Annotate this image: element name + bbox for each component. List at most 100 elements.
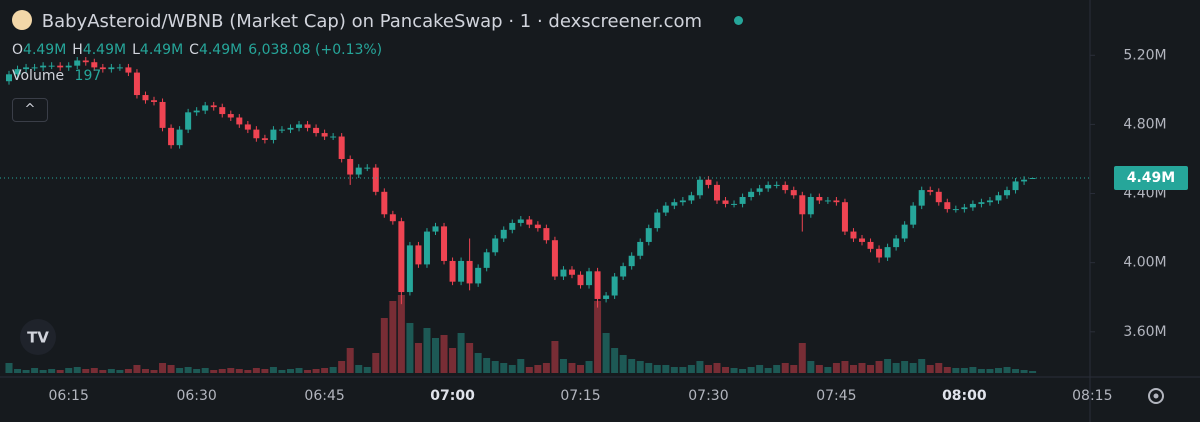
volume-bar — [653, 365, 661, 373]
candle-body — [586, 271, 593, 286]
volume-bar — [210, 370, 218, 373]
candle-body — [713, 184, 720, 201]
ohlc-value: 4.49M — [139, 42, 184, 58]
y-tick-label: 3.60M — [1123, 324, 1166, 340]
volume-bar — [338, 361, 346, 373]
volume-bar — [457, 333, 465, 373]
candle-body — [551, 240, 558, 277]
volume-bar — [22, 370, 30, 373]
candle-body — [773, 184, 780, 186]
volume-bar — [346, 348, 354, 373]
volume-bar — [832, 363, 840, 373]
candle-body — [901, 224, 908, 239]
candle-body — [99, 67, 106, 70]
candle-body — [185, 112, 192, 130]
candle-body — [355, 167, 362, 175]
volume-bar — [781, 363, 789, 373]
candle-body — [142, 95, 149, 101]
candle-body — [193, 110, 200, 113]
x-tick-label: 08:15 — [1072, 388, 1112, 404]
x-tick-label: 07:00 — [430, 388, 475, 404]
candle-body — [731, 203, 738, 205]
ohlc-label: C — [189, 42, 199, 58]
volume-bar — [321, 368, 329, 373]
candle-body — [594, 271, 601, 299]
candle-body — [671, 202, 678, 206]
volume-bar — [406, 323, 414, 373]
volume-bar — [884, 359, 892, 373]
volume-bar — [372, 353, 380, 373]
volume-bar — [48, 369, 56, 373]
volume-bar — [918, 359, 926, 373]
candle-body — [543, 228, 550, 241]
volume-bar — [65, 368, 73, 373]
volume-bar — [679, 367, 687, 373]
volume-bar — [722, 367, 730, 373]
candle-body — [637, 241, 644, 256]
volume-bar — [704, 365, 712, 373]
candle-body — [466, 260, 473, 284]
candle-body — [620, 266, 627, 277]
volume-label: Volume — [12, 68, 65, 84]
volume-bar — [73, 367, 81, 373]
ohlc-label: L — [132, 42, 140, 58]
x-tick-label: 07:15 — [560, 388, 600, 404]
candle-body — [449, 260, 456, 282]
candle-body — [381, 191, 388, 215]
settings-icon[interactable] — [1148, 388, 1164, 404]
candle-body — [978, 202, 985, 204]
candle-body — [261, 138, 268, 140]
ohlc-value: 4.49M — [198, 42, 243, 58]
candle-body — [859, 238, 865, 242]
candle-body — [321, 133, 328, 137]
candle-body — [577, 274, 584, 286]
volume-bar — [662, 365, 670, 373]
candle-body — [133, 72, 140, 96]
volume-bar — [892, 363, 900, 373]
x-tick-label: 07:45 — [816, 388, 856, 404]
volume-bar — [295, 368, 303, 373]
volume-bar — [798, 343, 806, 373]
candle-body — [833, 200, 840, 203]
volume-bar — [380, 318, 388, 373]
candle-body — [645, 228, 652, 242]
candle-body — [415, 245, 422, 265]
candle-body — [372, 167, 379, 192]
candle-body — [679, 200, 686, 203]
x-tick-label: 06:30 — [176, 388, 216, 404]
candle-body — [876, 248, 883, 258]
last-price-badge — [1114, 165, 1188, 190]
volume-bar — [952, 368, 960, 373]
volume-bar — [994, 368, 1002, 373]
volume-bar — [414, 343, 422, 373]
candle-body — [918, 190, 925, 206]
volume-bar — [1020, 370, 1028, 373]
volume-bar — [551, 341, 559, 373]
volume-bar — [619, 355, 627, 373]
volume-bar — [304, 370, 312, 373]
collapse-button[interactable]: ^ — [12, 98, 48, 122]
candle-body — [57, 65, 64, 68]
x-tick-label: 06:15 — [49, 388, 89, 404]
volume-bar — [807, 361, 815, 373]
volume-bar — [977, 369, 985, 373]
volume-bar — [790, 365, 798, 373]
candle-body — [867, 241, 874, 249]
volume-bar — [432, 338, 439, 373]
candle-body — [389, 214, 396, 222]
volume-bar — [286, 369, 294, 373]
candle-body — [910, 205, 917, 225]
candle-body — [338, 136, 345, 159]
volume-bar — [730, 368, 738, 373]
candle-body — [841, 202, 848, 232]
candle-body — [176, 129, 183, 146]
candle-body — [14, 69, 21, 75]
x-tick-label: 06:45 — [304, 388, 344, 404]
candle-body — [492, 238, 499, 253]
y-tick-label: 4.80M — [1123, 116, 1166, 132]
candle-body — [824, 200, 831, 202]
candle-body — [91, 62, 98, 68]
volume-bar — [491, 361, 499, 373]
ohlc-value: 4.49M — [82, 42, 127, 58]
